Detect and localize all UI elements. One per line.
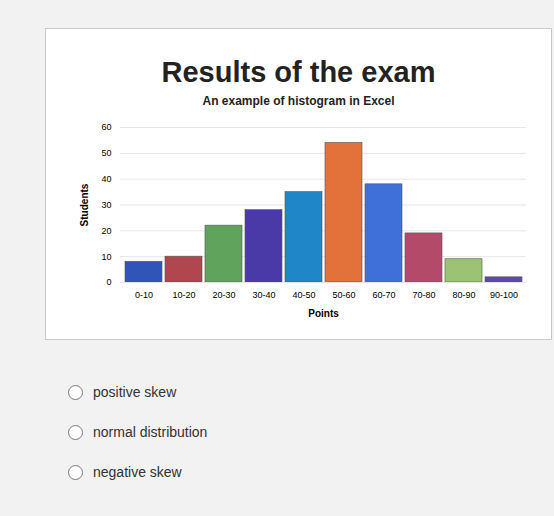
svg-text:10: 10: [101, 252, 111, 262]
svg-text:50: 50: [101, 148, 111, 158]
svg-text:20: 20: [101, 226, 111, 236]
svg-text:80-90: 80-90: [452, 290, 475, 300]
html-text:An example of histogram in Exc: An example of histogram in Excel: [202, 94, 395, 108]
html-text:negative skew: negative skew: [93, 464, 182, 480]
svg-text:0: 0: [106, 277, 111, 287]
svg-text:Students: Students: [79, 183, 90, 226]
svg-text:60-70: 60-70: [372, 290, 395, 300]
svg-text:0-10: 0-10: [135, 290, 153, 300]
svg-text:30-40: 30-40: [252, 290, 275, 300]
svg-text:60: 60: [101, 122, 111, 132]
html-text:positive skew: positive skew: [93, 384, 177, 400]
html-text:normal distribution: normal distribution: [93, 424, 208, 440]
svg-text:10-20: 10-20: [172, 290, 195, 300]
svg-text:90-100: 90-100: [490, 290, 518, 300]
html-text:Results of the exam: Results of the exam: [161, 56, 436, 88]
svg-text:40: 40: [101, 174, 111, 184]
svg-text:70-80: 70-80: [412, 290, 435, 300]
svg-text:30: 30: [101, 200, 111, 210]
svg-text:Points: Points: [308, 308, 339, 319]
svg-text:20-30: 20-30: [212, 290, 235, 300]
svg-text:40-50: 40-50: [292, 290, 315, 300]
svg-text:50-60: 50-60: [332, 290, 355, 300]
